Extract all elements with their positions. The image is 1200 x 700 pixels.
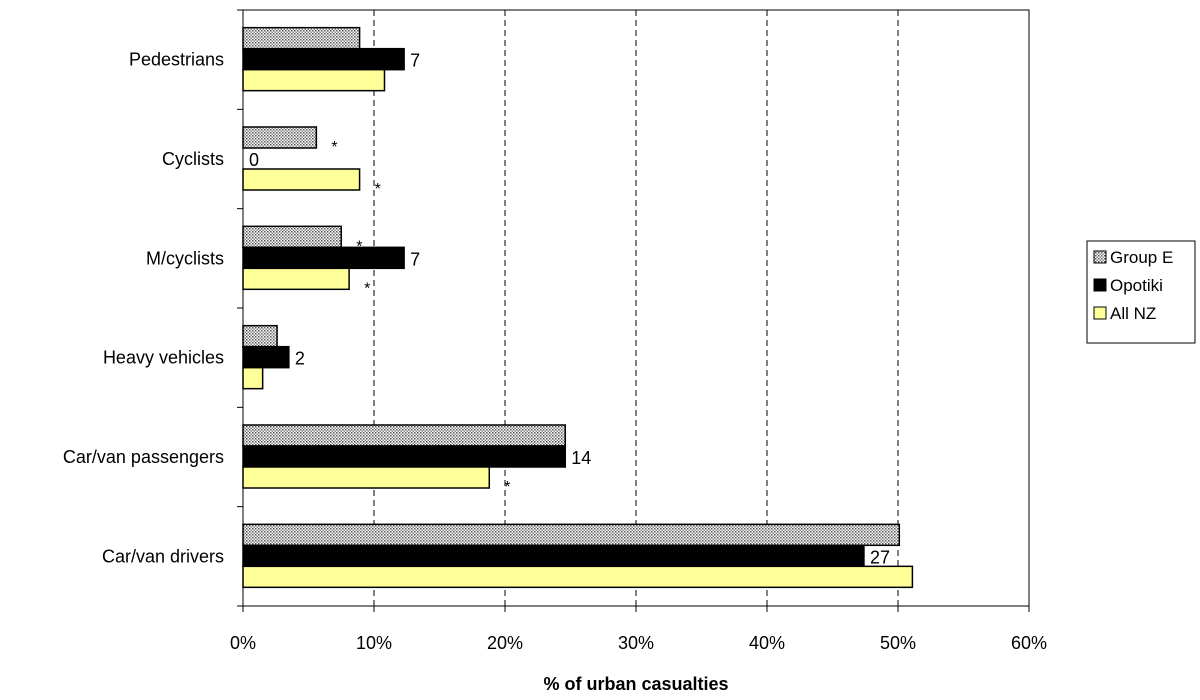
gridlines (373, 10, 899, 606)
x-tick-label: 60% (1011, 633, 1047, 653)
bar-group-e (242, 225, 342, 249)
bar-all-nz (242, 565, 914, 589)
data-label: 0 (249, 150, 259, 170)
bar-group-e (242, 523, 901, 547)
bar-all-nz (242, 366, 264, 390)
bar-group-e (242, 26, 361, 50)
x-tick-label: 30% (618, 633, 654, 653)
legend-swatch-opotiki (1093, 278, 1107, 292)
x-tick-label: 20% (487, 633, 523, 653)
significance-marker: * (504, 479, 510, 496)
legend-label: Group E (1110, 248, 1173, 267)
data-label-background (292, 347, 321, 367)
axes: 0% 10% 20% 30% 40% 50% 60% Pedestrians Cyclists M… (63, 9, 1047, 653)
bar-opotiki (242, 345, 290, 369)
bar-group-e (242, 424, 567, 447)
x-tick-label: 40% (749, 633, 785, 653)
legend-label: All NZ (1110, 304, 1156, 323)
category-label: Car/van passengers (63, 447, 224, 467)
data-label-background (867, 546, 896, 566)
x-tick-label: 0% (230, 633, 256, 653)
legend-swatch-all-nz (1093, 306, 1107, 320)
plot-area (242, 9, 1030, 607)
bar-group-e (242, 126, 318, 149)
x-axis-title: % of urban casualties (543, 674, 728, 694)
bar-group-e (242, 324, 278, 348)
significance-marker: * (364, 280, 370, 297)
significance-marker: * (331, 139, 337, 156)
category-label: Heavy vehicles (103, 348, 224, 368)
bar-opotiki (242, 246, 405, 270)
category-label: M/cyclists (146, 248, 224, 268)
category-label: Car/van drivers (102, 546, 224, 566)
bar-opotiki (242, 445, 567, 468)
legend-label: Opotiki (1110, 276, 1163, 295)
data-label: 14 (571, 448, 591, 468)
data-label: 7 (410, 249, 420, 269)
data-label: 2 (295, 349, 305, 369)
bar-all-nz (242, 68, 386, 92)
data-label: 7 (410, 51, 420, 71)
category-label: Cyclists (162, 149, 224, 169)
bar-all-nz (242, 267, 350, 291)
bar-opotiki (242, 47, 405, 71)
significance-marker: * (375, 181, 381, 198)
legend: Group E Opotiki All NZ (1086, 240, 1196, 344)
x-tick-label: 10% (356, 633, 392, 653)
category-label: Pedestrians (129, 50, 224, 70)
bar-all-nz (242, 466, 491, 489)
legend-swatch-group-e (1093, 250, 1107, 264)
data-label-background (569, 447, 598, 466)
bar-all-nz (242, 168, 361, 191)
data-label-background (408, 248, 437, 268)
data-label: 27 (870, 547, 890, 567)
bar-opotiki (242, 544, 865, 568)
bars: 7*0**7*214*27 (242, 26, 914, 589)
data-label-background (408, 49, 437, 69)
data-label-background (247, 149, 275, 168)
x-tick-label: 50% (880, 633, 916, 653)
